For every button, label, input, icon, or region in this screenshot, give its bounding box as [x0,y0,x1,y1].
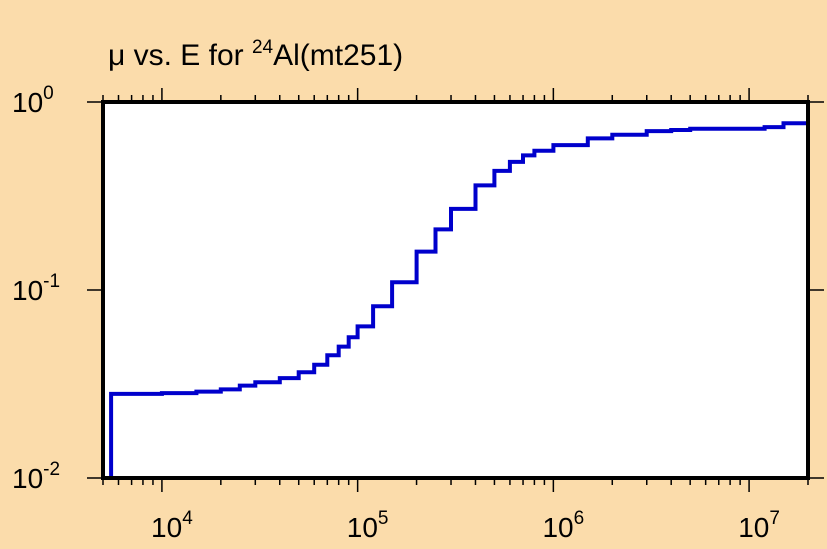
y-tick-label: 10-1 [12,271,60,306]
x-tick-label: 105 [347,508,389,543]
x-tick-label: 107 [738,508,780,543]
x-tick-label: 106 [542,508,584,543]
y-tick-label: 10-2 [12,459,60,494]
plot-area [103,102,808,478]
series-line [109,120,810,478]
chart-title: μ vs. E for 24Al(mt251) [108,37,403,72]
y-tick-label: 100 [12,83,54,118]
x-tick-label: 104 [151,508,193,543]
tick-labels: 104 105 106 107 100 10-1 10-2 [12,83,780,543]
plot-frame [101,100,810,480]
